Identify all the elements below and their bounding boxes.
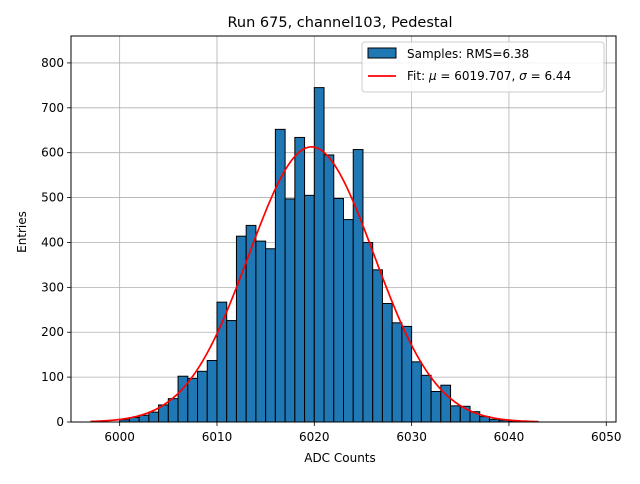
histogram-bar [246, 225, 256, 422]
legend-fit-mu-value: = 6019.707, [437, 69, 520, 83]
histogram-bar [314, 88, 324, 422]
histogram-bar [382, 304, 392, 422]
histogram-bar [363, 242, 373, 422]
histogram-bar [431, 391, 441, 422]
histogram-bar [324, 155, 334, 422]
histogram-bar [256, 241, 266, 422]
legend-fit-sigma-value: = 6.44 [527, 69, 571, 83]
histogram-bar [168, 399, 178, 422]
histogram-bar [295, 137, 305, 422]
y-tick-label: 800 [41, 56, 64, 70]
y-tick-label: 0 [56, 415, 64, 429]
y-axis-label: Entries [15, 211, 29, 253]
histogram-bar [334, 198, 344, 422]
legend-samples-label: Samples: RMS=6.38 [407, 47, 529, 61]
x-tick-label: 6040 [494, 430, 525, 444]
histogram-bar [285, 199, 295, 422]
y-tick-label: 400 [41, 235, 64, 249]
legend: Samples: RMS=6.38 Fit: μ = 6019.707, σ =… [362, 42, 604, 92]
histogram-bar [149, 412, 159, 422]
histogram-bar [217, 302, 227, 422]
legend-fit-prefix: Fit: [407, 69, 429, 83]
y-tick-label: 100 [41, 370, 64, 384]
y-tick-label: 500 [41, 191, 64, 205]
histogram-bar [392, 323, 402, 422]
histogram-bar [198, 371, 208, 422]
x-tick-label: 6010 [202, 430, 233, 444]
y-tick-label: 200 [41, 325, 64, 339]
histogram-bar [451, 406, 461, 422]
histogram-bar [266, 249, 276, 422]
histogram-bar [373, 270, 383, 422]
histogram-bar [178, 376, 188, 422]
histogram-bar [139, 415, 149, 422]
x-tick-label: 6030 [396, 430, 427, 444]
x-axis-label: ADC Counts [304, 451, 376, 465]
x-tick-label: 6050 [591, 430, 622, 444]
histogram-bar [227, 321, 237, 422]
legend-fit-label: Fit: μ = 6019.707, σ = 6.44 [407, 69, 571, 83]
y-tick-label: 600 [41, 146, 64, 160]
legend-mu-symbol: μ [428, 69, 437, 83]
histogram-bar [188, 378, 198, 422]
histogram-bar [344, 220, 354, 422]
y-tick-label: 300 [41, 280, 64, 294]
histogram-bar [353, 150, 363, 422]
histogram-bar [412, 362, 422, 422]
chart-title: Run 675, channel103, Pedestal [227, 15, 452, 31]
y-tick-label: 700 [41, 101, 64, 115]
x-tick-label: 6000 [104, 430, 135, 444]
x-tick-label: 6020 [299, 430, 330, 444]
legend-samples-swatch [368, 48, 396, 58]
histogram-bar [207, 361, 217, 422]
histogram-bar [421, 375, 431, 422]
histogram-bar [305, 195, 315, 422]
